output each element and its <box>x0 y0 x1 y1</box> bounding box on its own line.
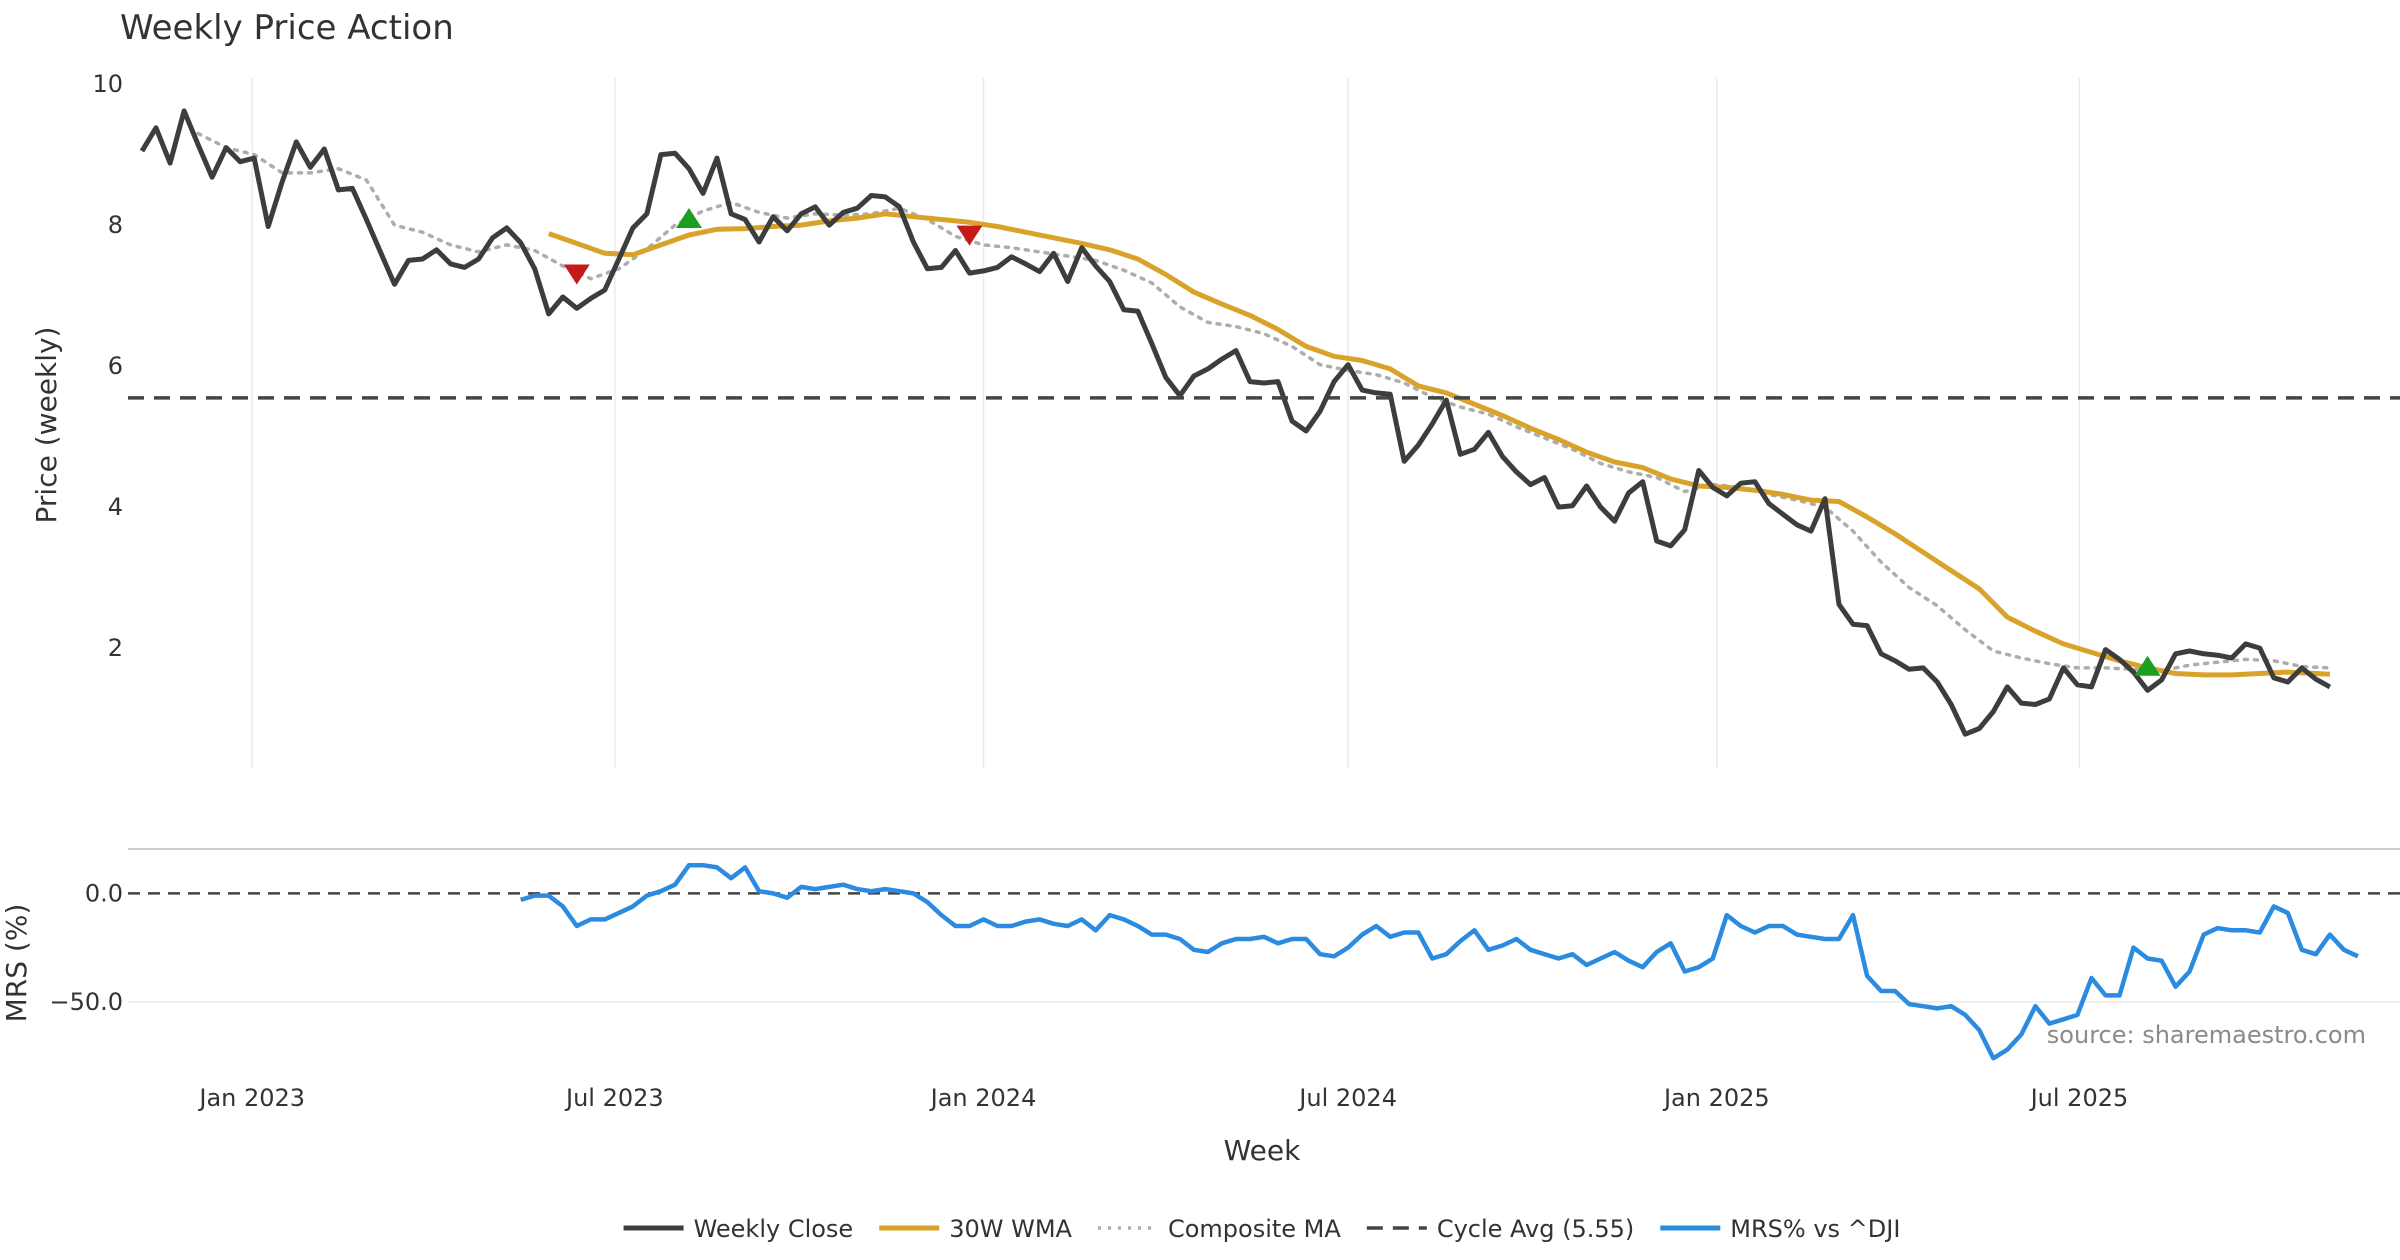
mrs-series-group <box>520 862 2359 1061</box>
mrs-y-axis-label: MRS (%) <box>0 904 33 1023</box>
price-y-ticks: 2 4 6 8 10 <box>92 70 123 662</box>
price-series-group <box>128 108 2400 737</box>
composite-ma-line <box>196 131 2332 673</box>
x-axis-label: Week <box>1224 1134 1301 1167</box>
mrs-line <box>520 862 2359 1061</box>
source-annotation: source: sharemaestro.com <box>2047 1021 2366 1049</box>
x-tick-label: Jan 2025 <box>1662 1084 1770 1112</box>
price-y-tick-label: 6 <box>108 352 123 380</box>
mrs-y-tick-label: 0.0 <box>85 879 123 907</box>
legend-item: Composite MA <box>1097 1215 1341 1243</box>
sell-signal-marker <box>563 264 590 285</box>
mrs-panel-grid <box>128 892 2400 1003</box>
30w-wma-line <box>547 211 2331 678</box>
legend-item: Weekly Close <box>623 1215 854 1243</box>
mrs-y-ticks: 0.0 −50.0 <box>49 879 123 1016</box>
chart-title: Weekly Price Action <box>120 8 454 48</box>
x-tick-label: Jan 2024 <box>929 1084 1037 1112</box>
price-panel-grid <box>251 78 2081 768</box>
x-tick-label: Jul 2024 <box>1297 1084 1397 1112</box>
legend-item: Cycle Avg (5.55) <box>1366 1215 1634 1243</box>
price-y-tick-label: 2 <box>108 634 123 662</box>
x-tick-label: Jul 2025 <box>2029 1084 2129 1112</box>
price-y-tick-label: 4 <box>108 493 123 521</box>
legend-label: 30W WMA <box>949 1215 1072 1243</box>
legend-label: MRS% vs ^DJI <box>1730 1215 1900 1243</box>
mrs-y-tick-label: −50.0 <box>49 988 123 1016</box>
price-y-tick-label: 8 <box>108 211 123 239</box>
x-tick-label: Jul 2023 <box>564 1084 664 1112</box>
legend: Weekly Close 30W WMA Composite MA Cycle Avg… <box>623 1215 1900 1243</box>
sell-signal-marker <box>956 225 983 246</box>
x-tick-label: Jan 2023 <box>197 1084 305 1112</box>
legend-item: 30W WMA <box>879 1215 1073 1243</box>
legend-label: Composite MA <box>1168 1215 1341 1243</box>
legend-label: Weekly Close <box>694 1215 854 1243</box>
price-y-tick-label: 10 <box>92 70 123 98</box>
buy-signal-marker <box>2134 655 2161 676</box>
price-y-axis-label: Price (weekly) <box>30 327 63 524</box>
x-axis-ticks: Jan 2023 Jul 2023 Jan 2024 Jul 2024 Jan 2025… <box>197 1084 2128 1112</box>
buy-signal-marker <box>675 208 702 229</box>
legend-label: Cycle Avg (5.55) <box>1437 1215 1634 1243</box>
signal-markers <box>563 208 2161 676</box>
weekly-close-line <box>139 108 2332 737</box>
legend-item: MRS% vs ^DJI <box>1660 1215 1900 1243</box>
